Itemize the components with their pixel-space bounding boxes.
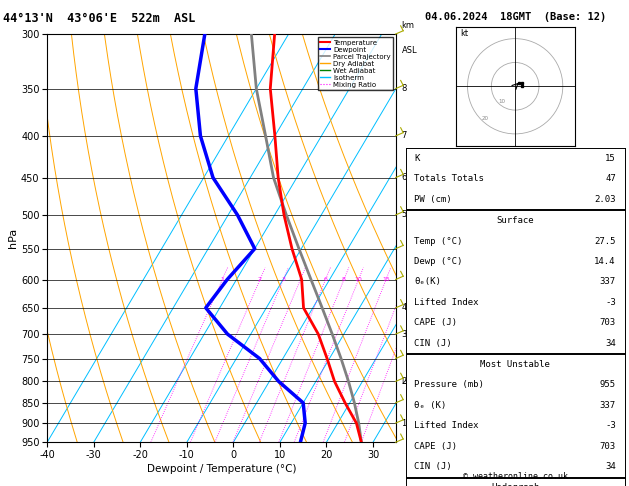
Text: 8: 8 [342, 277, 346, 282]
Text: 14.4: 14.4 [594, 257, 616, 266]
Text: 34: 34 [605, 462, 616, 471]
Text: CIN (J): CIN (J) [415, 339, 452, 347]
Y-axis label: hPa: hPa [8, 228, 18, 248]
Text: CAPE (J): CAPE (J) [415, 318, 457, 327]
Text: K: K [415, 154, 420, 163]
Text: 04.06.2024  18GMT  (Base: 12): 04.06.2024 18GMT (Base: 12) [425, 12, 606, 22]
Text: kt: kt [460, 29, 469, 38]
Text: 8: 8 [401, 84, 407, 93]
Text: 47: 47 [605, 174, 616, 183]
Text: 15: 15 [382, 277, 390, 282]
Text: CIN (J): CIN (J) [415, 462, 452, 471]
Text: CAPE (J): CAPE (J) [415, 442, 457, 451]
Text: 4: 4 [299, 277, 303, 282]
Text: 5: 5 [401, 210, 407, 220]
Text: 2: 2 [401, 377, 407, 386]
Text: 703: 703 [599, 442, 616, 451]
Text: © weatheronline.co.uk: © weatheronline.co.uk [463, 472, 567, 481]
Text: 10: 10 [355, 277, 362, 282]
Text: 4: 4 [401, 303, 407, 312]
Legend: Temperature, Dewpoint, Parcel Trajectory, Dry Adiabat, Wet Adiabat, Isotherm, Mi: Temperature, Dewpoint, Parcel Trajectory… [318, 37, 392, 90]
X-axis label: Dewpoint / Temperature (°C): Dewpoint / Temperature (°C) [147, 464, 296, 474]
Text: 44°13'N  43°06'E  522m  ASL: 44°13'N 43°06'E 522m ASL [3, 12, 196, 25]
Text: 10: 10 [498, 99, 506, 104]
Text: 955: 955 [599, 381, 616, 389]
Text: Most Unstable: Most Unstable [480, 360, 550, 369]
Text: 15: 15 [605, 154, 616, 163]
Text: 27.5: 27.5 [594, 237, 616, 245]
Text: 20: 20 [482, 116, 489, 121]
Text: 337: 337 [599, 278, 616, 286]
Text: Lifted Index: Lifted Index [415, 298, 479, 307]
Text: -3: -3 [605, 298, 616, 307]
Text: Hodograph: Hodograph [491, 484, 539, 486]
Text: 703: 703 [599, 318, 616, 327]
Text: θₑ (K): θₑ (K) [415, 401, 447, 410]
Text: Dewp (°C): Dewp (°C) [415, 257, 463, 266]
Text: km: km [401, 21, 415, 30]
Text: 3: 3 [281, 277, 286, 282]
Text: ASL: ASL [401, 46, 417, 55]
Text: LCL: LCL [401, 377, 415, 386]
Text: 7: 7 [401, 131, 407, 140]
Text: Temp (°C): Temp (°C) [415, 237, 463, 245]
Text: 337: 337 [599, 401, 616, 410]
Text: 2: 2 [258, 277, 262, 282]
Text: 3: 3 [401, 330, 407, 339]
Text: θₑ(K): θₑ(K) [415, 278, 442, 286]
Text: 6: 6 [323, 277, 328, 282]
Text: PW (cm): PW (cm) [415, 195, 452, 204]
Text: 2.03: 2.03 [594, 195, 616, 204]
Text: Totals Totals: Totals Totals [415, 174, 484, 183]
Text: -3: -3 [605, 421, 616, 430]
Text: Surface: Surface [496, 216, 534, 225]
Text: 6: 6 [401, 173, 407, 182]
Text: Pressure (mb): Pressure (mb) [415, 381, 484, 389]
Text: Mixing Ratio (g/kg): Mixing Ratio (g/kg) [416, 198, 425, 278]
Text: 34: 34 [605, 339, 616, 347]
Text: Lifted Index: Lifted Index [415, 421, 479, 430]
Text: 1: 1 [401, 418, 407, 428]
Text: 1: 1 [220, 277, 225, 282]
